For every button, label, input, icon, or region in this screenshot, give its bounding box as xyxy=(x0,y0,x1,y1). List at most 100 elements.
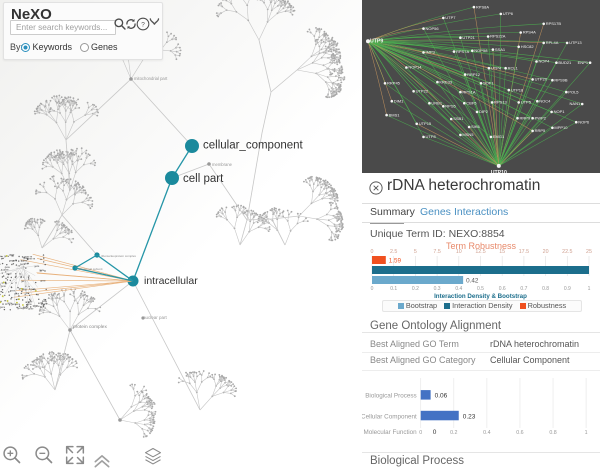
svg-text:Biological Process: Biological Process xyxy=(365,393,416,400)
svg-text:gene: gene xyxy=(7,274,13,276)
svg-text:EMG1: EMG1 xyxy=(493,134,505,139)
svg-text:UTP22: UTP22 xyxy=(416,89,429,94)
svg-text:DIP2: DIP2 xyxy=(479,109,489,114)
svg-text:IMP3: IMP3 xyxy=(426,50,436,55)
svg-text:nuclear part: nuclear part xyxy=(143,315,168,320)
svg-text:RCL1: RCL1 xyxy=(508,65,519,70)
svg-text:0.06: 0.06 xyxy=(435,393,448,400)
svg-text:0.7: 0.7 xyxy=(520,286,527,292)
svg-text:0.42: 0.42 xyxy=(466,278,479,285)
svg-text:15: 15 xyxy=(499,249,505,255)
svg-text:MPP10: MPP10 xyxy=(554,125,568,130)
svg-text:RPS8A: RPS8A xyxy=(476,4,489,9)
svg-text:HSC82: HSC82 xyxy=(521,44,535,49)
svg-text:17.5: 17.5 xyxy=(519,249,529,255)
svg-text:0.23: 0.23 xyxy=(463,413,476,420)
svg-text:22.5: 22.5 xyxy=(562,249,572,255)
svg-text:RPS5: RPS5 xyxy=(445,104,456,109)
svg-text:gene: gene xyxy=(11,304,17,306)
svg-text:1: 1 xyxy=(588,286,591,292)
svg-text:gene: gene xyxy=(40,280,46,282)
svg-text:SIK6: SIK6 xyxy=(471,124,480,129)
svg-text:RPS7A: RPS7A xyxy=(456,49,469,54)
svg-text:0: 0 xyxy=(371,286,374,292)
svg-text:mitochondrial part: mitochondrial part xyxy=(134,76,168,81)
svg-text:1.59: 1.59 xyxy=(389,258,402,265)
svg-text:UTP5: UTP5 xyxy=(521,100,532,105)
svg-text:20: 20 xyxy=(543,249,549,255)
svg-text:SOF1: SOF1 xyxy=(483,81,494,86)
svg-text:RRP9: RRP9 xyxy=(520,115,531,120)
svg-text:RPL4A: RPL4A xyxy=(546,40,559,45)
svg-text:Cellular Component: Cellular Component xyxy=(362,413,417,420)
svg-text:UTP8: UTP8 xyxy=(426,134,437,139)
svg-text:UTP20: UTP20 xyxy=(535,77,548,82)
svg-text:ribonucleoprotein complex: ribonucleoprotein complex xyxy=(101,254,137,258)
svg-text:NOP6: NOP6 xyxy=(578,119,590,124)
svg-text:gene: gene xyxy=(27,304,33,306)
svg-text:POL5: POL5 xyxy=(568,89,579,94)
svg-text:0: 0 xyxy=(419,430,422,435)
svg-text:NOP58: NOP58 xyxy=(474,48,488,53)
svg-text:RRP45: RRP45 xyxy=(387,81,401,86)
svg-text:BMS1: BMS1 xyxy=(389,112,401,117)
svg-text:gene: gene xyxy=(0,307,6,309)
svg-text:25: 25 xyxy=(586,249,592,255)
svg-text:membrane: membrane xyxy=(212,162,233,167)
svg-text:RPS9B: RPS9B xyxy=(554,77,567,82)
svg-text:gene: gene xyxy=(10,290,16,292)
svg-text:0.6: 0.6 xyxy=(516,430,523,435)
svg-text:?: ? xyxy=(141,22,145,29)
svg-text:BUD21: BUD21 xyxy=(558,60,572,65)
svg-text:gene: gene xyxy=(33,305,39,307)
svg-text:DIM1: DIM1 xyxy=(394,98,404,103)
svg-text:RPS1A: RPS1A xyxy=(462,89,475,94)
svg-text:gene: gene xyxy=(5,267,11,269)
svg-text:RRP5: RRP5 xyxy=(535,128,546,133)
svg-text:0.1: 0.1 xyxy=(390,286,397,292)
svg-text:Molecular Function: Molecular Function xyxy=(363,429,417,435)
svg-text:gene: gene xyxy=(42,301,48,303)
svg-text:cell part: cell part xyxy=(183,173,224,185)
svg-text:2.5: 2.5 xyxy=(390,249,397,255)
svg-text:0.2: 0.2 xyxy=(412,286,419,292)
svg-text:RPS22A: RPS22A xyxy=(490,34,506,39)
svg-text:UTP15: UTP15 xyxy=(419,121,432,126)
svg-text:gene: gene xyxy=(39,270,45,272)
svg-text:gene: gene xyxy=(9,255,15,257)
svg-text:5: 5 xyxy=(414,249,417,255)
svg-text:gene: gene xyxy=(28,309,34,311)
svg-text:gene: gene xyxy=(22,260,28,262)
svg-text:gene: gene xyxy=(23,308,29,310)
svg-text:NOP14: NOP14 xyxy=(408,65,422,70)
svg-text:CBF5: CBF5 xyxy=(466,100,477,105)
svg-text:0.4: 0.4 xyxy=(455,286,462,292)
svg-text:0: 0 xyxy=(371,249,374,255)
svg-text:UTP13: UTP13 xyxy=(569,40,582,45)
svg-text:UTP7: UTP7 xyxy=(445,15,456,20)
svg-text:SSA1: SSA1 xyxy=(495,47,506,52)
svg-text:KRE33: KRE33 xyxy=(439,79,452,84)
svg-text:0: 0 xyxy=(433,429,437,435)
svg-text:SSB1: SSB1 xyxy=(453,116,464,121)
svg-text:UTP21: UTP21 xyxy=(462,35,475,40)
svg-text:RPS4A: RPS4A xyxy=(523,30,536,35)
svg-text:cellular_component: cellular_component xyxy=(203,140,304,152)
svg-text:NAN1: NAN1 xyxy=(570,101,581,106)
svg-text:NOP56: NOP56 xyxy=(426,26,440,31)
svg-text:0.6: 0.6 xyxy=(499,286,506,292)
svg-text:0.2: 0.2 xyxy=(450,430,457,435)
svg-text:UTP9: UTP9 xyxy=(370,39,383,45)
svg-text:1: 1 xyxy=(585,430,588,435)
svg-text:protein complex: protein complex xyxy=(73,324,107,330)
svg-text:PWP2: PWP2 xyxy=(535,115,547,120)
svg-text:URB1: URB1 xyxy=(431,100,442,105)
svg-text:UTP6: UTP6 xyxy=(503,11,514,16)
svg-text:0.8: 0.8 xyxy=(549,430,556,435)
svg-text:0.9: 0.9 xyxy=(564,286,571,292)
svg-text:RPS17B: RPS17B xyxy=(546,21,562,26)
svg-text:0.3: 0.3 xyxy=(434,286,441,292)
svg-text:0.4: 0.4 xyxy=(483,430,490,435)
svg-text:NOP4: NOP4 xyxy=(539,59,551,64)
svg-text:gene: gene xyxy=(0,264,2,266)
